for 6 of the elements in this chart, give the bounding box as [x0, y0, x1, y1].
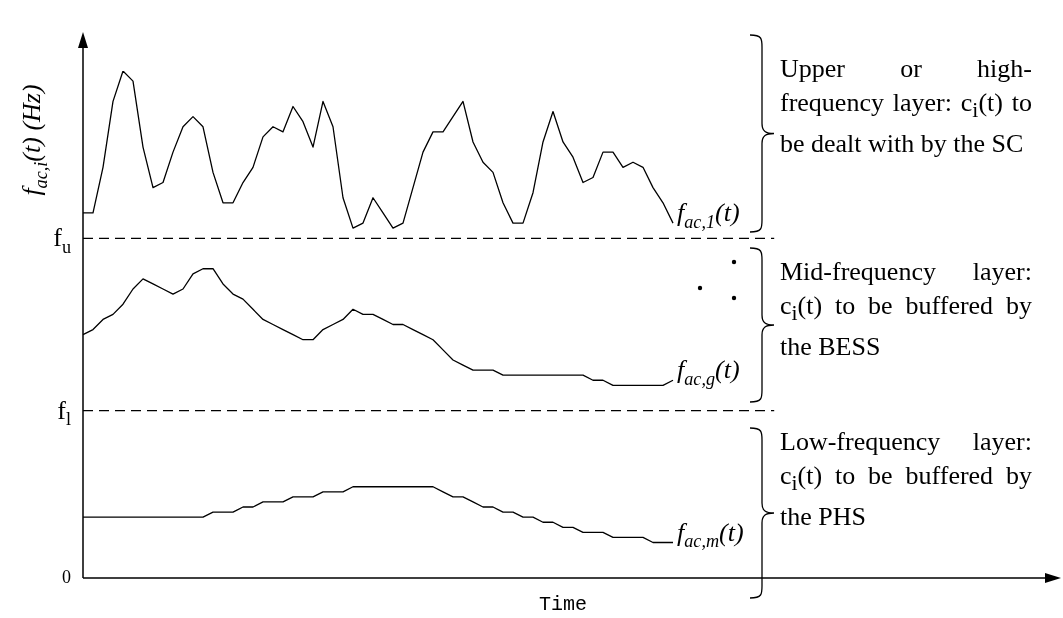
annotation: Low-frequency layer: c$_{i}$(t) to be buffered by the PHS — [780, 426, 1032, 534]
text: 0 — [62, 567, 71, 587]
annotation: Mid-frequency layer: c$_{i}$(t) to be buffered by the BESS — [780, 256, 1032, 364]
x-axis-title: Time — [538, 593, 588, 616]
y-axis-title: fac,i(t) (Hz) — [17, 84, 51, 196]
annotation: Upper or high-frequency layer: c$_{i}$(t) to be dealt with by the SC — [780, 53, 1032, 161]
